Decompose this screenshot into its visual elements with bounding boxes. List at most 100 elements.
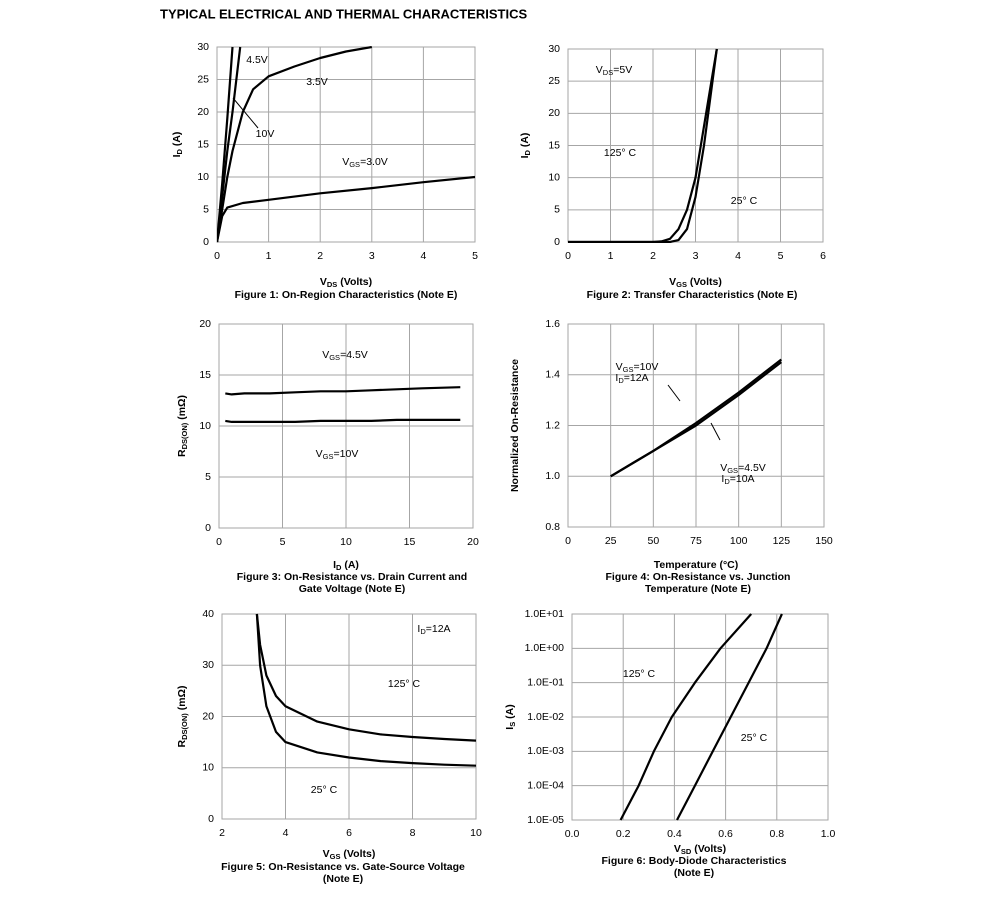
x-axis-label: VGS (Volts)	[323, 848, 376, 861]
series-label: VGS=10V	[316, 448, 359, 461]
x-tick-label: 4	[735, 250, 741, 262]
curve	[225, 386, 461, 396]
x-tick-label: 1.0	[821, 828, 836, 840]
plot-frame	[216, 46, 476, 243]
y-tick-label: 1.0	[545, 470, 560, 482]
x-tick-label: 6	[820, 250, 826, 262]
y-tick-label: 30	[202, 659, 214, 671]
series-label: 25° C	[741, 732, 768, 744]
x-tick-label: 75	[690, 535, 702, 547]
y-tick-label: 15	[197, 138, 209, 150]
y-tick-label: 1.6	[545, 318, 560, 330]
curve	[217, 46, 372, 243]
x-tick-label: 8	[410, 827, 416, 839]
curve	[619, 613, 753, 821]
y-tick-label: 30	[548, 43, 560, 55]
x-tick-label: 5	[472, 250, 478, 262]
series-label: 10V	[256, 128, 275, 140]
series-note: ID=12A	[615, 372, 648, 385]
curve	[255, 613, 476, 742]
y-tick-label: 10	[548, 171, 560, 183]
series-label: 125° C	[388, 678, 421, 690]
x-tick-label: 1	[608, 250, 614, 262]
x-tick-label: 3	[369, 250, 375, 262]
x-tick-label: 2	[650, 250, 656, 262]
x-tick-label: 0	[214, 250, 220, 262]
y-tick-label: 1.0E+01	[525, 608, 565, 620]
x-axis-label: VSD (Volts)	[674, 843, 726, 856]
x-axis-label: VDS (Volts)	[320, 276, 372, 289]
figure-caption: Temperature (Note E)	[645, 583, 751, 595]
series-label: 25° C	[311, 784, 338, 796]
y-axis-label: IS (A)	[504, 704, 517, 729]
y-axis-label: RDS(ON) (mΩ)	[176, 395, 189, 457]
plot-frame	[567, 48, 824, 243]
figure-caption: Figure 6: Body-Diode Characteristics	[602, 855, 787, 867]
y-axis-label: RDS(ON) (mΩ)	[176, 686, 189, 748]
series-label: VGS=4.5V	[322, 349, 368, 362]
y-tick-label: 25	[548, 75, 560, 87]
y-tick-label: 20	[202, 710, 214, 722]
x-tick-label: 0	[216, 536, 222, 548]
x-tick-label: 10	[340, 536, 352, 548]
annotation-arrow	[667, 384, 681, 402]
series-label: VGS=4.5V	[720, 462, 766, 475]
series-label: 25° C	[731, 195, 758, 207]
figure-caption: (Note E)	[674, 867, 714, 879]
y-tick-label: 0.8	[545, 521, 560, 533]
x-tick-label: 3	[693, 250, 699, 262]
x-tick-label: 4	[283, 827, 289, 839]
y-axis-label: Normalized On-Resistance	[509, 359, 521, 492]
plot-frame	[567, 323, 825, 528]
plot-frame	[571, 613, 829, 821]
figure-caption: Gate Voltage (Note E)	[299, 583, 406, 595]
y-tick-label: 5	[203, 203, 209, 215]
series-label: 125° C	[623, 668, 656, 680]
x-tick-label: 10	[470, 827, 482, 839]
series-label: 125° C	[604, 147, 637, 159]
figure-caption: Figure 1: On-Region Characteristics (Not…	[235, 289, 458, 301]
curve	[217, 175, 475, 243]
y-tick-label: 15	[548, 139, 560, 151]
x-tick-label: 0.2	[616, 828, 631, 840]
x-axis-label: ID (A)	[333, 559, 359, 572]
x-tick-label: 25	[605, 535, 617, 547]
y-tick-label: 20	[548, 107, 560, 119]
x-tick-label: 6	[346, 827, 352, 839]
x-tick-label: 15	[404, 536, 416, 548]
x-tick-label: 150	[815, 535, 833, 547]
x-tick-label: 2	[317, 250, 323, 262]
figure-caption: Figure 3: On-Resistance vs. Drain Curren…	[237, 571, 467, 583]
y-tick-label: 5	[205, 471, 211, 483]
curve	[225, 418, 461, 423]
y-tick-label: 1.0E-04	[527, 779, 564, 791]
page-title: TYPICAL ELECTRICAL AND THERMAL CHARACTER…	[160, 6, 527, 21]
x-tick-label: 0.4	[667, 828, 682, 840]
y-tick-label: 15	[199, 369, 211, 381]
x-tick-label: 100	[730, 535, 748, 547]
y-axis-label: ID (A)	[519, 133, 532, 159]
curve	[568, 48, 718, 243]
y-tick-label: 1.2	[545, 419, 560, 431]
x-tick-label: 125	[773, 535, 791, 547]
annotation-arrow	[232, 97, 259, 129]
x-tick-label: 1	[266, 250, 272, 262]
figure-caption: Figure 4: On-Resistance vs. Junction	[606, 571, 791, 583]
y-tick-label: 30	[197, 41, 209, 53]
x-tick-label: 5	[778, 250, 784, 262]
y-tick-label: 10	[202, 762, 214, 774]
series-note: ID=10A	[721, 473, 754, 486]
x-tick-label: 0	[565, 250, 571, 262]
x-tick-label: 2	[219, 827, 225, 839]
x-tick-label: 5	[280, 536, 286, 548]
x-tick-label: 0.0	[565, 828, 580, 840]
y-tick-label: 1.4	[545, 369, 560, 381]
y-tick-label: 20	[199, 318, 211, 330]
y-tick-label: 0	[203, 236, 209, 248]
figure-caption: (Note E)	[323, 873, 363, 885]
y-tick-label: 0	[205, 522, 211, 534]
curve	[255, 613, 476, 767]
figure-caption: Figure 5: On-Resistance vs. Gate-Source …	[221, 861, 465, 873]
x-tick-label: 20	[467, 536, 479, 548]
